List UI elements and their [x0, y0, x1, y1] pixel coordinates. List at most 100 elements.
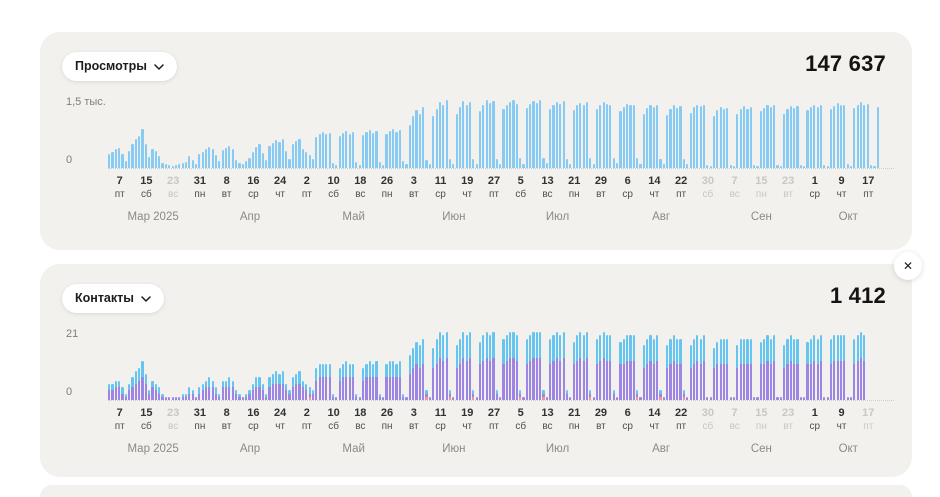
bar — [425, 390, 428, 400]
bar — [452, 396, 455, 400]
bar — [214, 387, 218, 400]
bar — [529, 335, 532, 400]
bar — [415, 109, 418, 168]
bar — [575, 335, 579, 400]
bar — [796, 106, 799, 168]
x-axis-tick: 18 вс — [354, 407, 367, 432]
bar — [722, 109, 726, 168]
bar — [826, 165, 829, 168]
bar — [809, 106, 812, 168]
bar — [308, 155, 311, 168]
bar — [766, 335, 769, 400]
bar — [686, 396, 689, 400]
bar — [619, 341, 622, 400]
bar — [465, 104, 468, 168]
bar — [612, 390, 615, 400]
bar — [355, 393, 358, 400]
bar — [819, 105, 823, 168]
bar — [829, 338, 833, 400]
bar — [418, 344, 421, 400]
bar — [709, 396, 712, 400]
bar — [515, 335, 518, 400]
bar — [856, 105, 859, 168]
contacts-chart-bars[interactable] — [108, 332, 894, 401]
bar — [348, 133, 351, 168]
bar — [716, 109, 719, 168]
bar — [298, 139, 301, 168]
bar — [295, 141, 298, 168]
bar — [438, 102, 442, 168]
month-label: Июл — [545, 443, 570, 455]
month-label: Июн — [442, 443, 466, 455]
bar — [341, 133, 345, 168]
bar — [709, 166, 712, 168]
month-label: Сен — [750, 211, 772, 223]
bar — [726, 338, 729, 400]
month-label: Авг — [652, 443, 671, 455]
bar — [488, 335, 492, 400]
bar — [659, 158, 662, 168]
bar — [853, 338, 856, 400]
bar — [813, 335, 816, 400]
bar — [308, 387, 311, 400]
views-chart-bars[interactable] — [108, 100, 894, 169]
bar — [174, 165, 178, 168]
bar — [679, 106, 682, 168]
x-axis-tick: 23 вт — [781, 407, 795, 432]
bar — [305, 383, 308, 400]
contacts-metric-dropdown[interactable]: Контакты — [62, 284, 164, 313]
bar — [742, 106, 746, 168]
x-axis-tick: 1 ср — [809, 175, 821, 200]
bar — [505, 335, 508, 400]
bar — [285, 150, 288, 168]
bar — [255, 146, 258, 168]
x-axis-tick: 1 ср — [809, 407, 821, 432]
bar — [565, 390, 569, 400]
bar — [305, 151, 308, 168]
bar — [134, 370, 137, 400]
x-axis-tick: 3 вт — [408, 175, 419, 200]
bar — [435, 338, 438, 400]
month-label: Сен — [750, 443, 772, 455]
bar — [769, 338, 772, 400]
bar — [632, 104, 635, 168]
x-axis-tick: 27 пт — [487, 175, 501, 200]
bar — [809, 338, 812, 400]
month-label: Окт — [838, 211, 858, 223]
bar — [783, 344, 786, 400]
x-axis-tick: 3 вт — [408, 407, 419, 432]
bar — [753, 396, 756, 400]
bar — [679, 338, 682, 400]
bar — [251, 383, 254, 400]
month-label: Июн — [442, 211, 466, 223]
bar — [198, 153, 201, 168]
bar — [652, 106, 655, 168]
bar — [592, 396, 595, 400]
bar — [355, 162, 358, 168]
bar — [542, 158, 545, 168]
bar — [863, 335, 866, 400]
bar — [392, 129, 395, 168]
bar — [462, 100, 465, 168]
bar — [509, 102, 512, 168]
bar — [689, 344, 692, 400]
bar — [749, 107, 752, 168]
bar — [281, 370, 284, 400]
bar — [405, 164, 408, 168]
bar — [789, 105, 792, 168]
bar — [321, 364, 325, 400]
bar — [482, 335, 485, 400]
bar — [318, 134, 321, 168]
x-axis-tick: 31 пн — [193, 175, 207, 200]
views-metric-dropdown[interactable]: Просмотры — [62, 52, 177, 81]
bar — [311, 390, 315, 400]
bar — [502, 109, 505, 168]
bar — [736, 113, 739, 168]
bar — [338, 367, 341, 400]
bar — [331, 162, 335, 168]
views-metric-label: Просмотры — [75, 59, 147, 73]
bar — [485, 100, 488, 168]
month-label: Мар 2025 — [127, 443, 179, 455]
close-button[interactable]: ✕ — [894, 252, 922, 280]
bar — [559, 335, 562, 400]
